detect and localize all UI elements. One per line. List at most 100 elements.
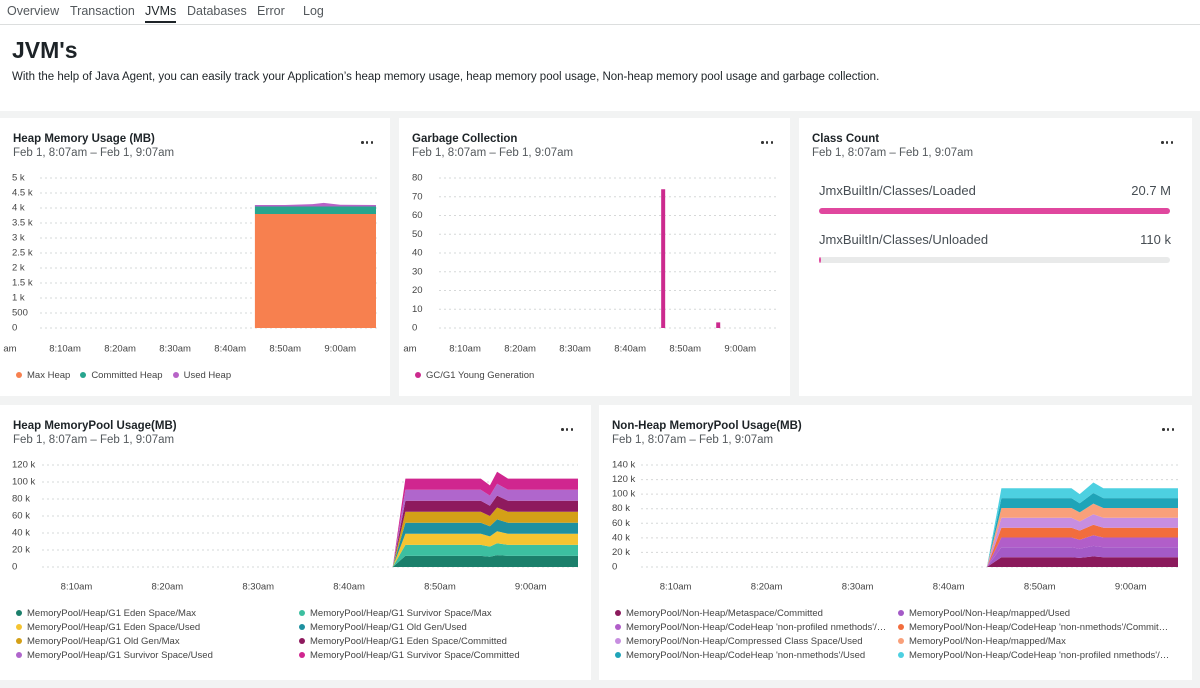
class-count-label: JmxBuiltIn/Classes/Loaded: [819, 183, 976, 198]
legend-item: MemoryPool/Non-Heap/CodeHeap 'non-nmetho…: [898, 620, 1181, 634]
area: [254, 202, 376, 207]
card-title: Non-Heap MemoryPool Usage(MB): [612, 420, 802, 432]
x-tick-label: 8:50am: [424, 582, 456, 593]
x-tick-label: 8:40am: [214, 344, 246, 355]
area: [392, 495, 578, 567]
chart: 0 20 k 40 k 60 k 80 k 100 k 120 k 140 k 8:10am 8:…: [612, 460, 1178, 593]
y-tick-label: 0: [612, 562, 617, 573]
legend-swatch: [898, 624, 904, 630]
area: [392, 471, 578, 567]
legend-item: GC/G1 Young Generation: [415, 368, 534, 382]
legend-swatch: [415, 372, 421, 378]
x-tick-label: 8:10am: [449, 344, 481, 355]
y-tick-label: 3.5 k: [12, 218, 33, 229]
card-menu[interactable]: [1162, 428, 1174, 431]
tab[interactable]: Databases: [187, 4, 247, 18]
class-count-label: JmxBuiltIn/Classes/Unloaded: [819, 232, 989, 247]
area: [254, 214, 376, 328]
legend: GC/G1 Young Generation: [415, 368, 534, 382]
y-tick-label: 120 k: [612, 474, 635, 485]
y-tick-label: 0: [412, 323, 417, 334]
x-tick-label: 8:30am: [159, 344, 191, 355]
legend-swatch: [615, 624, 621, 630]
legend-item: MemoryPool/Non-Heap/mapped/Used: [898, 606, 1181, 620]
progress-bar: [819, 208, 1170, 214]
progress-track: [819, 257, 1170, 263]
card-title: Heap Memory Usage (MB): [13, 133, 155, 145]
legend-swatch: [172, 372, 179, 378]
x-tick-label: 9:00am: [724, 344, 756, 355]
legend-item: MemoryPool/Non-Heap/CodeHeap 'non-profil…: [898, 648, 1181, 662]
y-tick-label: 30: [412, 266, 423, 277]
tab[interactable]: JVMs: [145, 4, 177, 23]
legend-item: MemoryPool/Heap/G1 Survivor Space/Commit…: [299, 648, 582, 662]
legend-item: MemoryPool/Heap/G1 Old Gen/Max: [16, 634, 299, 648]
legend-swatch: [615, 652, 621, 658]
x-tick-label: 8:40am: [614, 344, 646, 355]
legend-item: Used Heap: [172, 368, 231, 382]
legend-swatch: [898, 638, 904, 644]
chart-card: 0 500 1 k 1.5 k 2 k 2.5 k 3 k 3.5 k 4 k 4.5 k 5 k a…: [0, 118, 390, 396]
card-subtitle: Feb 1, 8:07am – Feb 1, 9:07am: [412, 147, 574, 159]
tab[interactable]: Transaction: [70, 4, 135, 18]
legend-label: MemoryPool/Heap/G1 Eden Space/Used: [27, 621, 201, 633]
y-tick-label: 120 k: [12, 460, 35, 471]
tab[interactable]: Overview: [7, 4, 60, 18]
x-tick-label: 8:20am: [152, 582, 184, 593]
x-tick-label: 8:20am: [504, 344, 536, 355]
area: [986, 503, 1178, 567]
legend-item: MemoryPool/Heap/G1 Eden Space/Used: [16, 620, 299, 634]
legend-swatch: [80, 372, 87, 378]
area: [392, 483, 578, 567]
legend-label: MemoryPool/Non-Heap/mapped/Used: [909, 607, 1071, 619]
legend-swatch: [299, 652, 305, 658]
page-description: With the help of Java Agent, you can eas…: [12, 71, 880, 83]
x-tick-label: 8:40am: [933, 582, 965, 593]
area: [254, 206, 376, 214]
x-tick-label: 8:10am: [49, 344, 81, 355]
chart: 0 500 1 k 1.5 k 2 k 2.5 k 3 k 3.5 k 4 k 4.5 k 5 k a…: [3, 173, 377, 355]
y-tick-label: 10: [412, 304, 423, 315]
tab-bar: Overview Transaction JVMs Databases Erro…: [0, 0, 1200, 25]
card-menu[interactable]: [361, 141, 373, 144]
x-tick-label: am: [3, 344, 16, 355]
x-tick-label: 8:50am: [669, 344, 701, 355]
card-title: Garbage Collection: [412, 133, 518, 145]
y-tick-label: 60 k: [612, 518, 630, 529]
y-tick-label: 100 k: [612, 489, 635, 500]
legend-swatch: [16, 652, 22, 658]
card-menu[interactable]: [561, 428, 573, 431]
y-tick-label: 3 k: [12, 233, 25, 244]
tab[interactable]: Error: [257, 4, 285, 18]
x-tick-label: am: [403, 344, 416, 355]
legend-item: MemoryPool/Heap/G1 Old Gen/Used: [299, 620, 582, 634]
legend-swatch: [16, 610, 22, 616]
legend-item: MemoryPool/Heap/G1 Eden Space/Max: [16, 606, 299, 620]
legend-label: MemoryPool/Heap/G1 Eden Space/Committed: [310, 635, 507, 647]
legend-item: MemoryPool/Heap/G1 Survivor Space/Max: [299, 606, 582, 620]
x-tick-label: 8:30am: [842, 582, 874, 593]
y-tick-label: 2 k: [12, 263, 25, 274]
area: [392, 531, 578, 567]
y-tick-label: 1 k: [12, 293, 25, 304]
legend-item: MemoryPool/Non-Heap/Metaspace/Committed: [615, 606, 898, 620]
y-tick-label: 80: [412, 173, 423, 184]
card-menu[interactable]: [761, 141, 773, 144]
legend-item: MemoryPool/Non-Heap/CodeHeap 'non-profil…: [615, 620, 898, 634]
area: [986, 535, 1178, 567]
legend-label: MemoryPool/Non-Heap/mapped/Max: [909, 635, 1066, 647]
legend-label: MemoryPool/Heap/G1 Survivor Space/Max: [310, 607, 492, 619]
area: [392, 555, 578, 567]
y-tick-label: 100 k: [12, 477, 35, 488]
legend-swatch: [299, 610, 305, 616]
area: [392, 543, 578, 567]
y-tick-label: 0: [12, 562, 17, 573]
chart-card: 0 10 20 30 40 50 60 70 80 am 8:10am 8:20am 8:30am 8:4…: [399, 118, 790, 396]
x-tick-label: 9:00am: [515, 582, 547, 593]
legend-label: MemoryPool/Non-Heap/Compressed Class Spa…: [626, 635, 863, 647]
tab[interactable]: Log: [303, 4, 324, 18]
legend-swatch: [898, 610, 904, 616]
card-menu[interactable]: [1161, 141, 1173, 144]
legend-swatch: [16, 624, 22, 630]
legend-label: MemoryPool/Non-Heap/CodeHeap 'non-nmetho…: [909, 621, 1169, 633]
